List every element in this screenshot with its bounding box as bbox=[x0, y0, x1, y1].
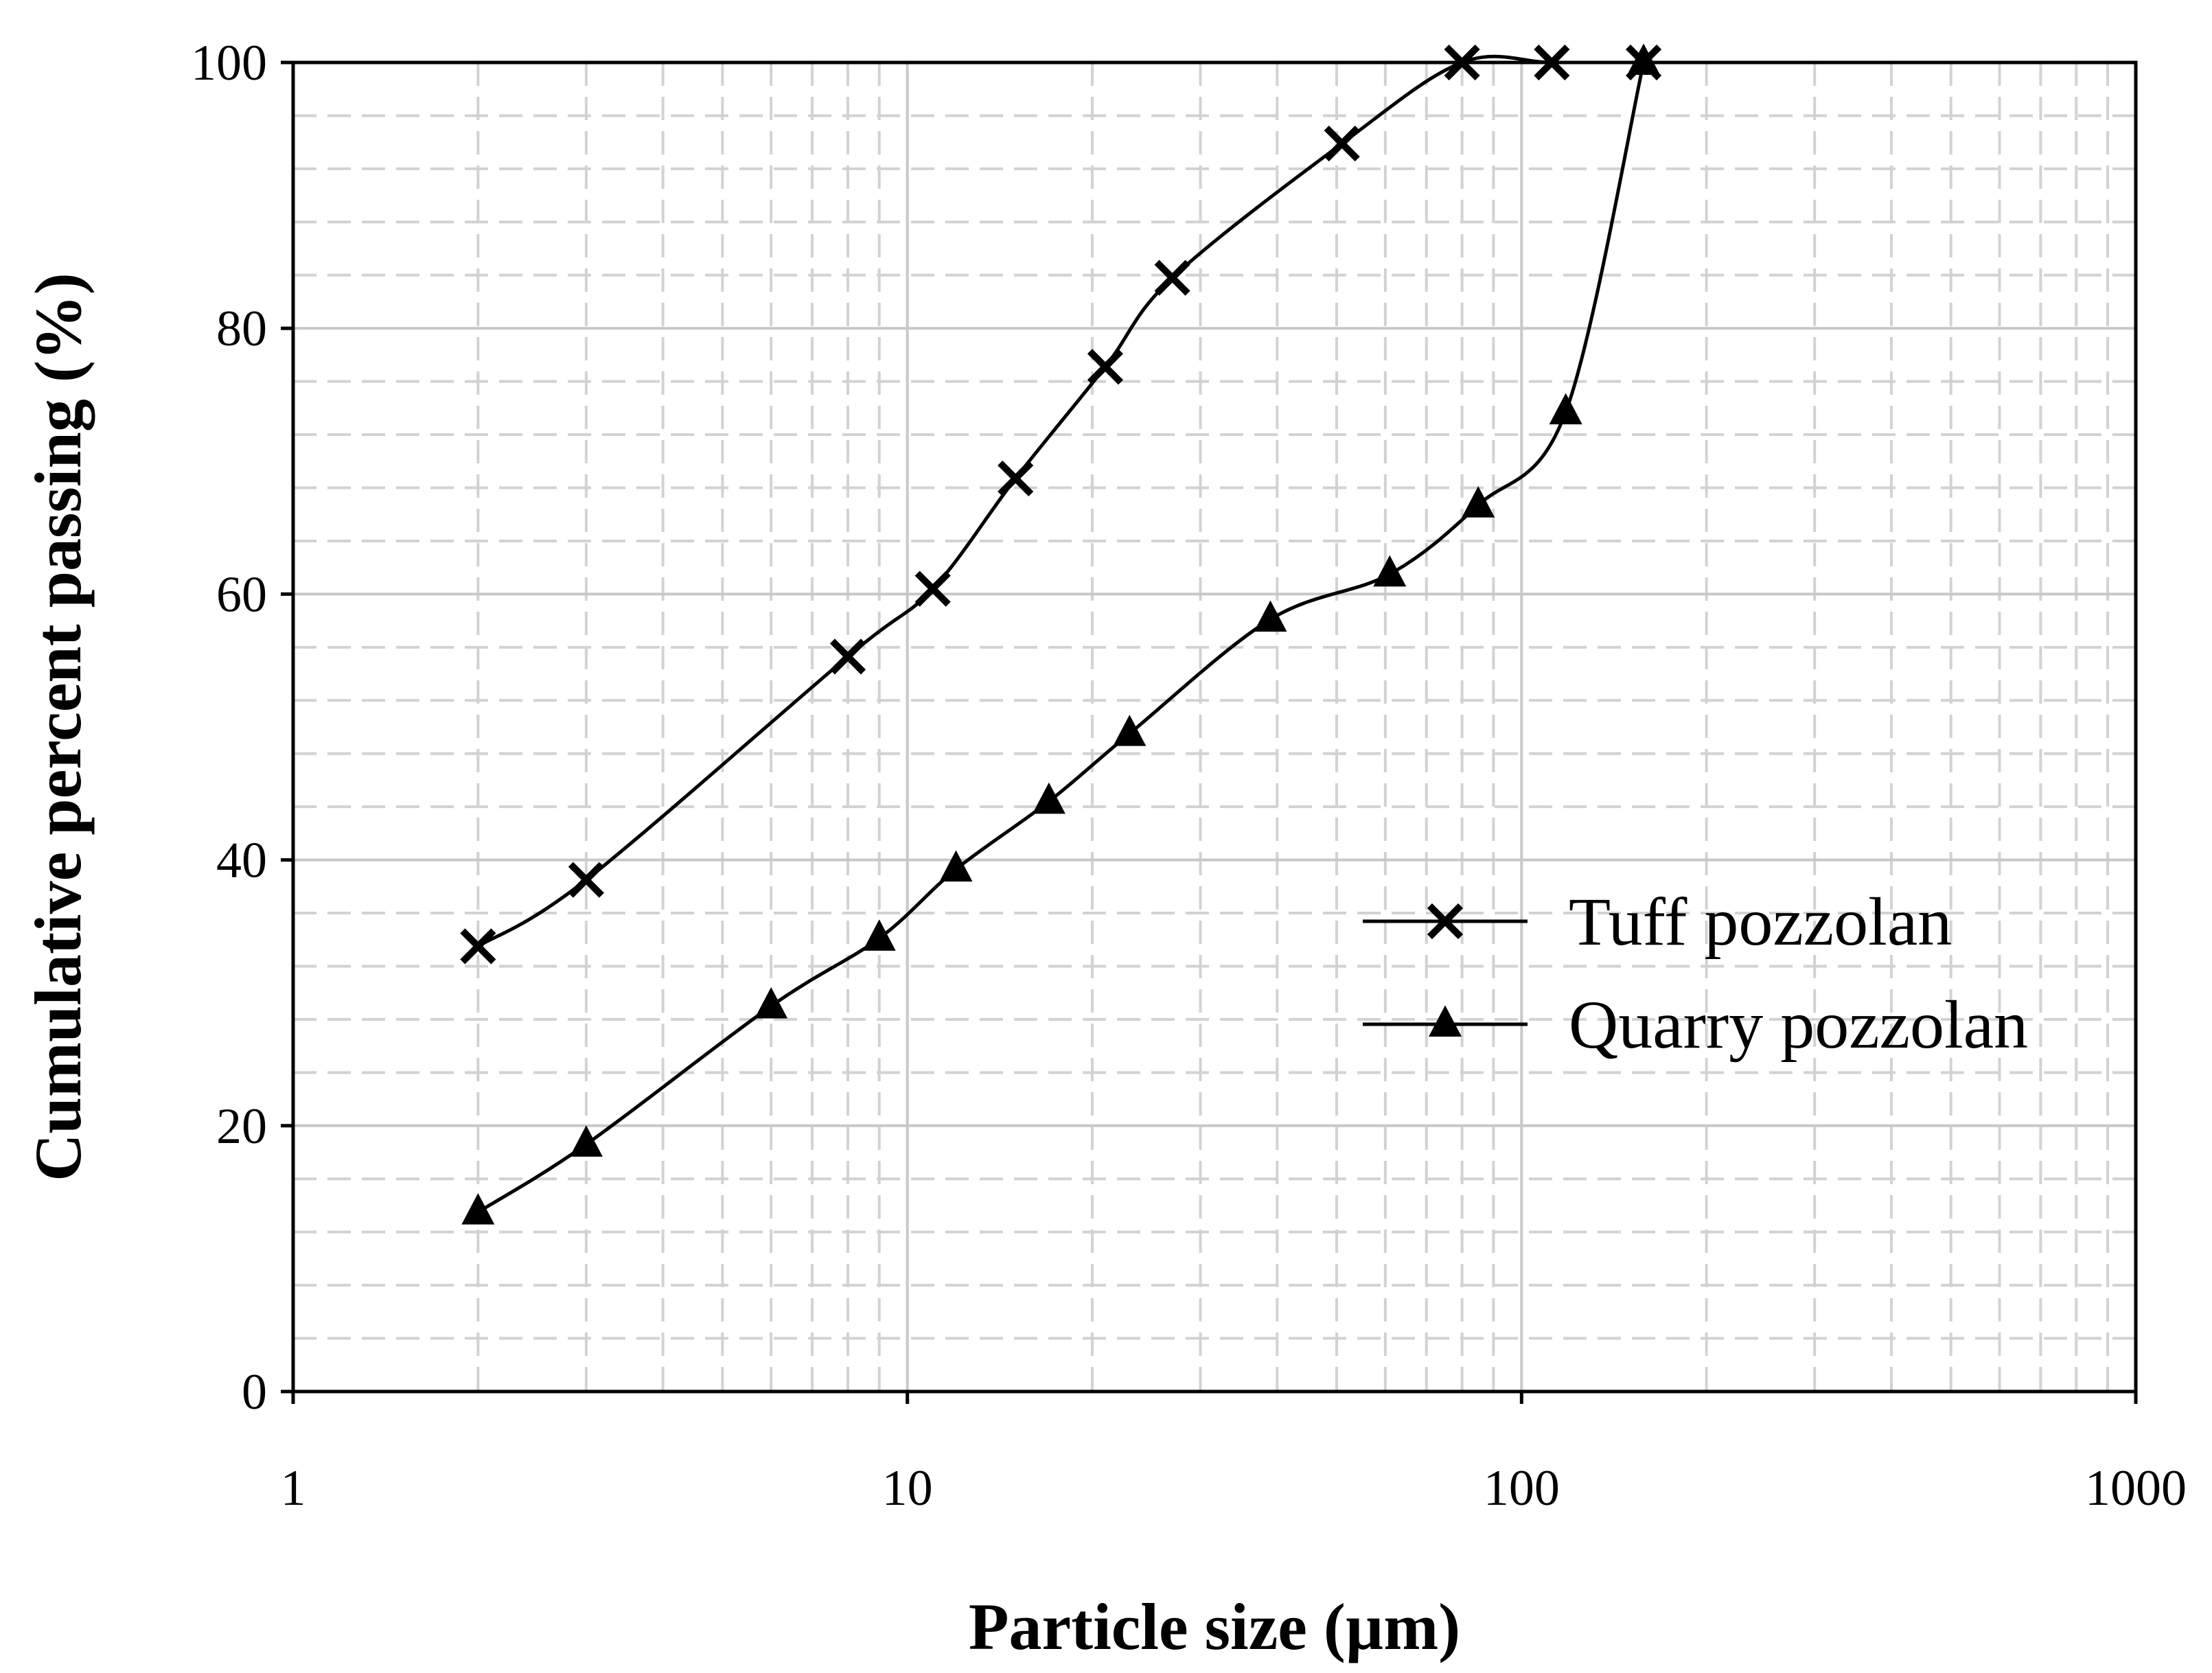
data-point-x bbox=[568, 862, 604, 898]
data-point-triangle bbox=[1113, 715, 1147, 746]
y-tick-label: 80 bbox=[216, 301, 267, 357]
grid bbox=[293, 62, 2136, 1392]
data-point-x bbox=[1427, 903, 1464, 940]
y-tick-label: 40 bbox=[216, 833, 267, 889]
data-point-triangle bbox=[1462, 486, 1495, 518]
x-marker-stroke bbox=[998, 460, 1034, 497]
data-point-triangle bbox=[461, 1193, 495, 1225]
data-point-triangle bbox=[1254, 600, 1287, 632]
x-tick-label: 1000 bbox=[2085, 1460, 2187, 1516]
data-point-triangle bbox=[939, 850, 973, 882]
legend-label: Quarry pozzolan bbox=[1569, 987, 2028, 1063]
data-point-x bbox=[998, 460, 1034, 497]
x-marker-stroke bbox=[460, 928, 496, 965]
data-point-triangle bbox=[862, 919, 896, 951]
data-point-triangle bbox=[1373, 555, 1407, 587]
data-point-triangle bbox=[569, 1125, 603, 1157]
x-marker-stroke bbox=[1324, 126, 1360, 162]
data-point-x bbox=[1154, 259, 1190, 296]
plot-frame bbox=[291, 60, 2138, 1394]
legend-item-quarry-pozzolan: Quarry pozzolan bbox=[1363, 987, 2028, 1063]
data-point-x bbox=[1087, 349, 1124, 385]
data-point-triangle bbox=[1032, 782, 1065, 814]
y-tick-label: 100 bbox=[191, 35, 267, 91]
series-line bbox=[476, 62, 1646, 1214]
data-point-triangle bbox=[1429, 1005, 1462, 1037]
y-tick-label: 60 bbox=[216, 566, 267, 623]
legend-item-tuff-pozzolan: Tuff pozzolan bbox=[1363, 884, 1952, 960]
y-tick-label: 20 bbox=[216, 1098, 267, 1155]
x-tick-label: 100 bbox=[1484, 1460, 1560, 1516]
x-marker-stroke bbox=[829, 638, 866, 675]
series-quarry-pozzolan bbox=[461, 43, 1661, 1225]
x-marker-stroke bbox=[1427, 903, 1464, 940]
legend: Tuff pozzolan Quarry pozzolan bbox=[1363, 884, 2028, 1063]
y-axis-title: Cumulative percent passing (%) bbox=[21, 273, 95, 1181]
x-marker-stroke bbox=[1154, 259, 1190, 296]
data-point-x bbox=[914, 570, 951, 607]
tick-layer: 0 20 40 60 80 100 1 10 100 1000 bbox=[191, 35, 2187, 1516]
data-point-triangle bbox=[754, 987, 788, 1019]
data-point-triangle bbox=[1549, 393, 1582, 425]
data-point-x bbox=[460, 928, 496, 965]
data-point-x bbox=[829, 638, 866, 675]
x-marker-stroke bbox=[1087, 349, 1124, 385]
x-tick-label: 10 bbox=[882, 1460, 933, 1516]
y-tick-label: 0 bbox=[242, 1364, 267, 1420]
x-axis-title: Particle size (µm) bbox=[969, 1590, 1460, 1663]
data-point-x bbox=[1324, 126, 1360, 162]
legend-label: Tuff pozzolan bbox=[1569, 884, 1952, 960]
data-point-triangle bbox=[1627, 43, 1661, 75]
x-tick-label: 1 bbox=[281, 1460, 306, 1516]
x-marker-stroke bbox=[568, 862, 604, 898]
x-marker-stroke bbox=[914, 570, 951, 607]
